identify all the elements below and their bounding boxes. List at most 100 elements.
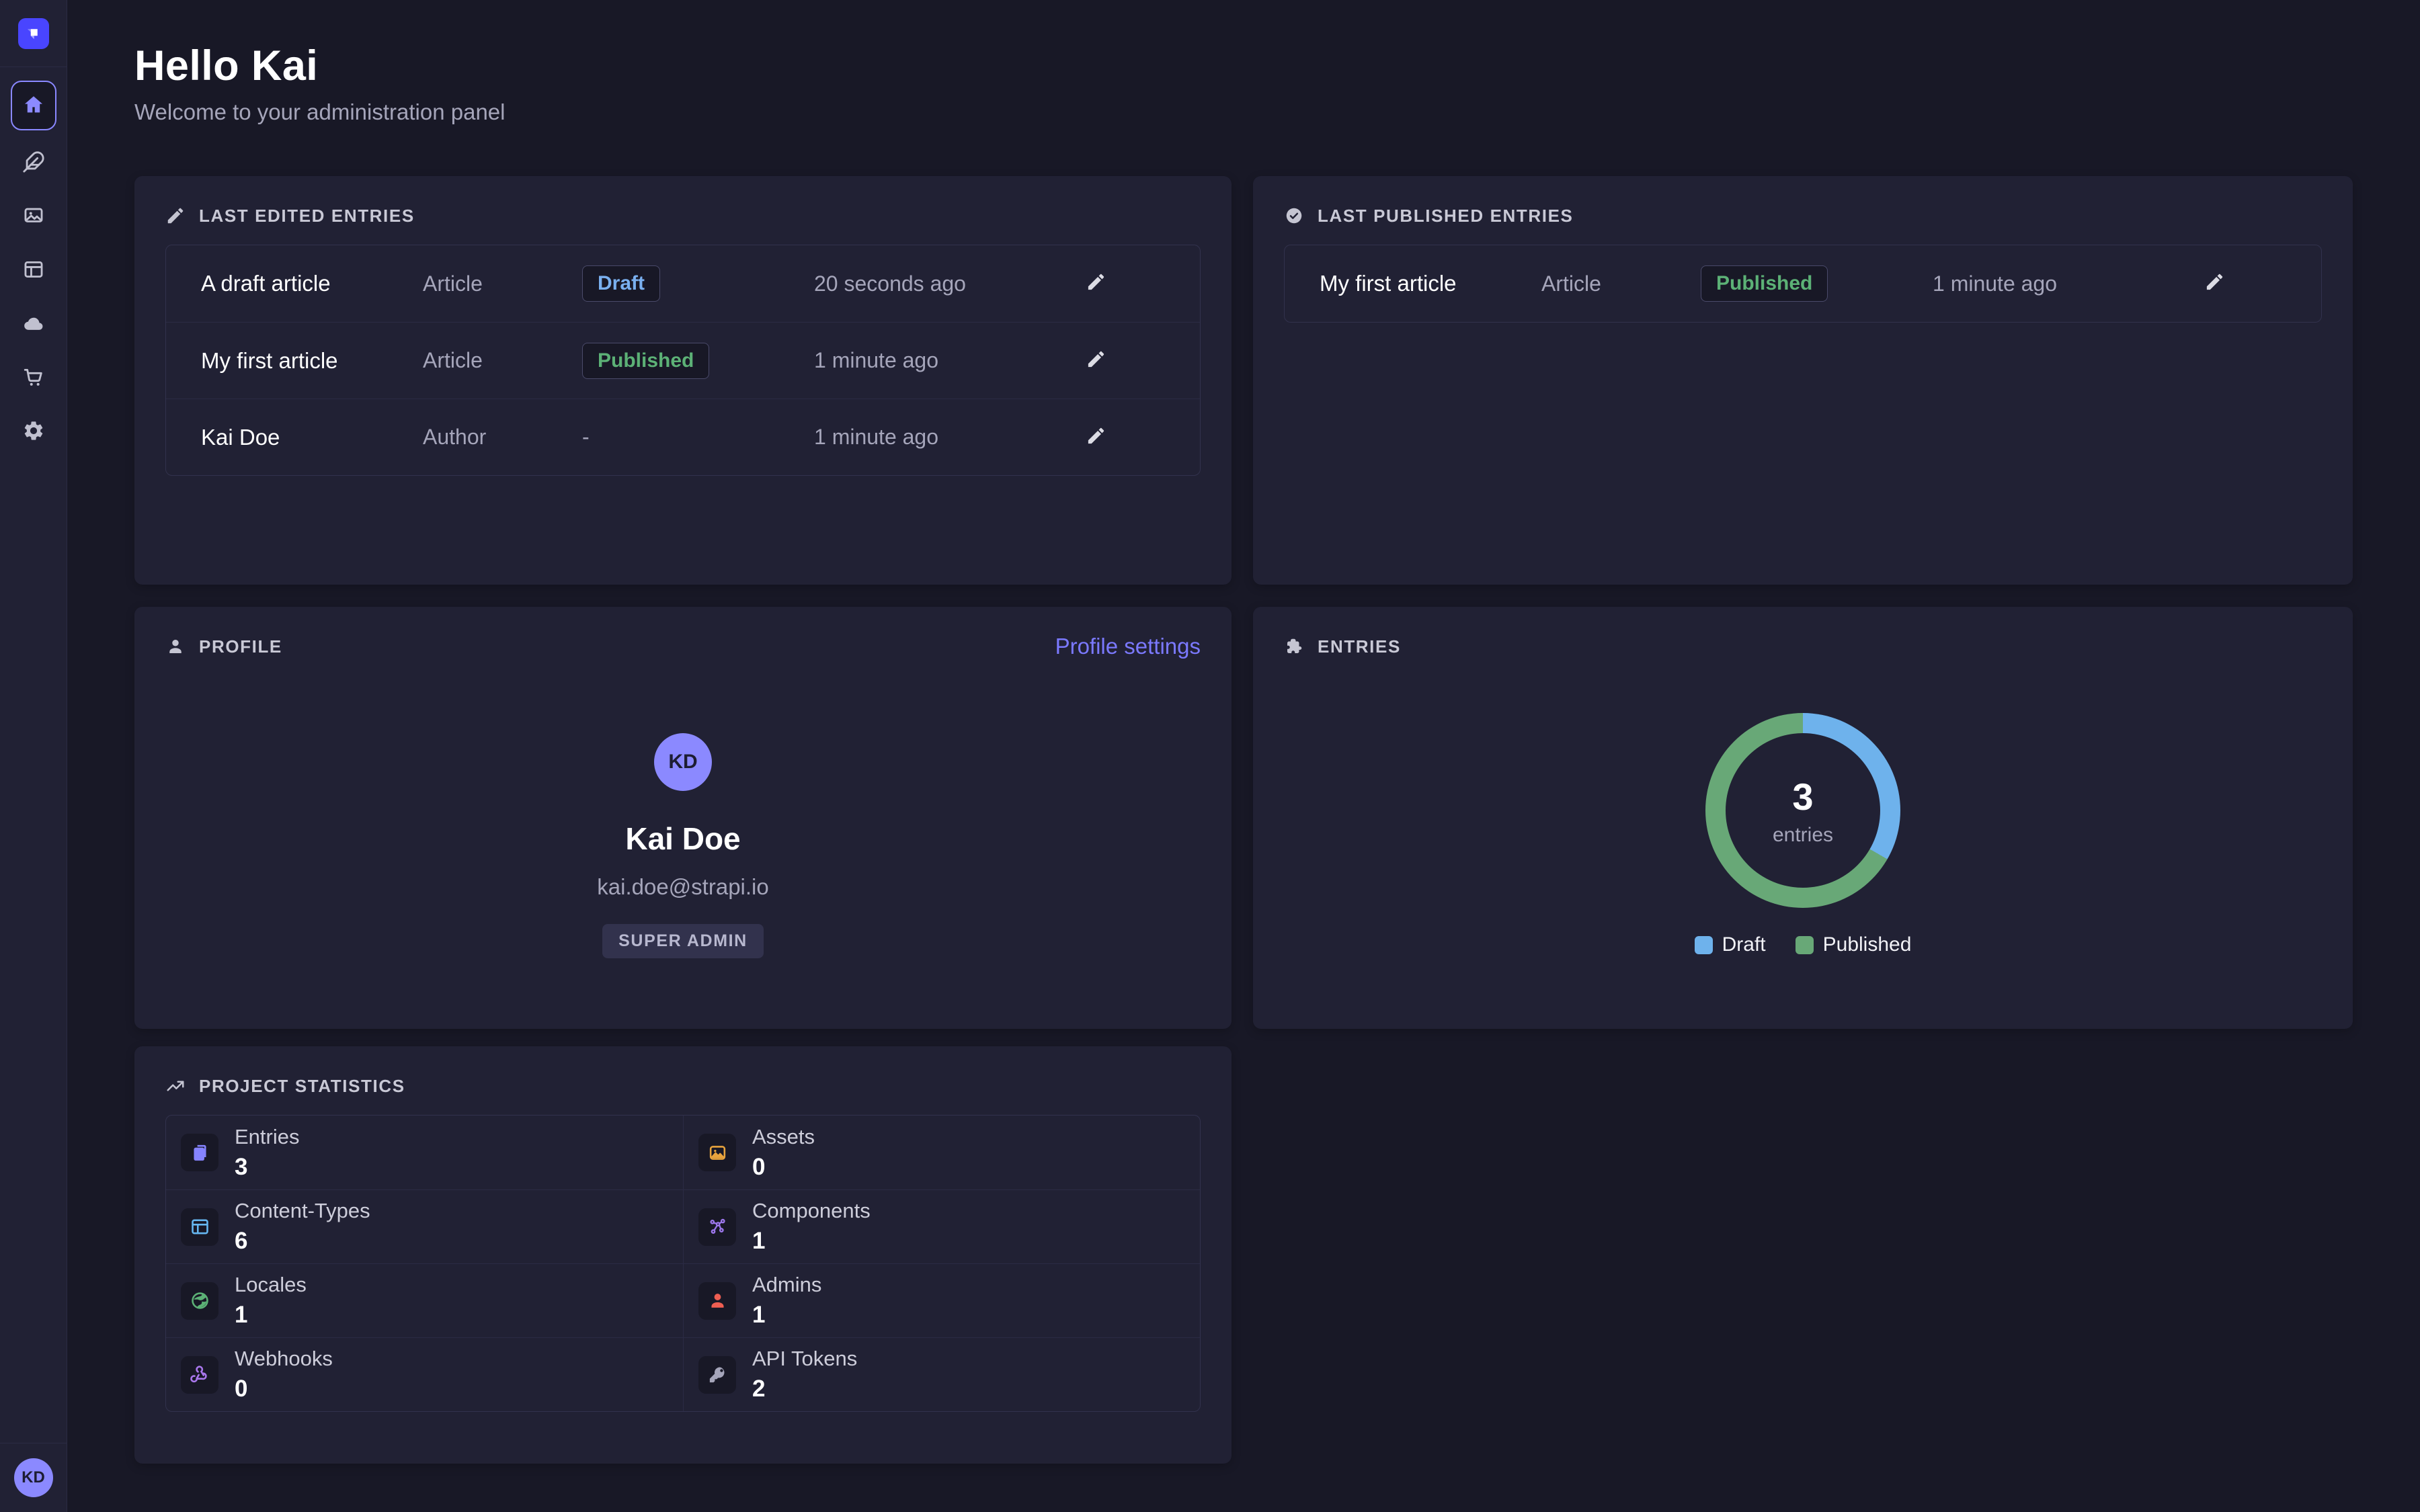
role-badge: SUPER ADMIN	[602, 924, 764, 958]
status-badge: Draft	[582, 265, 661, 302]
panel-title: PROJECT STATISTICS	[199, 1075, 405, 1096]
stat-item: Content-Types 6	[166, 1189, 683, 1263]
entry-row[interactable]: Kai Doe Author - 1 minute ago	[166, 398, 1200, 475]
stat-label: Entries	[235, 1124, 300, 1148]
last-published-table: My first article Article Published 1 min…	[1284, 245, 2322, 323]
panel-title: ENTRIES	[1318, 636, 1401, 657]
entry-name: My first article	[201, 347, 338, 373]
legend-item: Published	[1795, 933, 1911, 956]
nav-settings[interactable]	[11, 410, 56, 453]
panel-header: PROFILE Profile settings	[165, 634, 1201, 659]
stat-item: Webhooks 0	[166, 1337, 683, 1411]
pencil-icon	[165, 206, 186, 226]
legend-swatch	[1694, 935, 1713, 954]
trend-up-icon	[165, 1076, 186, 1096]
pencil-icon	[1086, 349, 1106, 372]
stat-label: Content-Types	[235, 1199, 370, 1222]
pages-icon	[181, 1134, 218, 1171]
entries-donut-chart: 3 entries	[1705, 713, 1900, 908]
workspace-logo-button[interactable]	[0, 0, 67, 67]
check-circle-icon	[1284, 206, 1304, 226]
pencil-icon	[1086, 425, 1106, 448]
layout-icon	[22, 258, 45, 283]
statistics-grid: Entries 3 Assets 0	[165, 1115, 1201, 1412]
entry-name: Kai Doe	[201, 424, 280, 450]
entry-type: Article	[423, 271, 483, 296]
stat-value: 1	[752, 1228, 766, 1254]
sidebar-footer: KD	[0, 1443, 67, 1512]
stat-item: Locales 1	[166, 1263, 683, 1337]
stat-value: 1	[235, 1302, 248, 1328]
entries-total-label: entries	[1772, 823, 1834, 846]
panel-header: ENTRIES	[1284, 635, 2322, 658]
entry-type: Article	[1541, 271, 1601, 296]
profile-body: KD Kai Doe kai.doe@strapi.io SUPER ADMIN	[165, 675, 1201, 958]
home-icon	[22, 93, 45, 118]
nav-deploy[interactable]	[11, 302, 56, 345]
entries-chart-body: 3 entries Draft	[1284, 675, 2322, 956]
stat-item: Assets 0	[683, 1116, 1200, 1189]
stat-value: 2	[752, 1376, 766, 1402]
entry-updated-time: 1 minute ago	[814, 348, 939, 372]
panel-header: LAST PUBLISHED ENTRIES	[1284, 204, 2322, 227]
project-statistics-panel: PROJECT STATISTICS Entries 3	[134, 1046, 1232, 1464]
panel-header: LAST EDITED ENTRIES	[165, 204, 1201, 227]
webhook-icon	[181, 1355, 218, 1394]
profile-avatar: KD	[654, 733, 712, 791]
edit-entry-button[interactable]	[2204, 271, 2225, 294]
stat-item: Admins 1	[683, 1263, 1200, 1337]
entry-updated-time: 1 minute ago	[814, 425, 939, 449]
entry-name: A draft article	[201, 271, 331, 296]
stat-label: Components	[752, 1199, 871, 1222]
stat-item: API Tokens 2	[683, 1337, 1200, 1411]
person-icon	[165, 636, 186, 657]
entry-updated-time: 1 minute ago	[1933, 271, 2058, 296]
profile-settings-link[interactable]: Profile settings	[1055, 634, 1201, 659]
last-edited-entries-panel: LAST EDITED ENTRIES A draft article Arti…	[134, 176, 1232, 585]
stat-value: 1	[752, 1302, 766, 1328]
stat-item: Components 1	[683, 1189, 1200, 1263]
status-badge: Published	[582, 342, 710, 379]
nav-home[interactable]	[10, 81, 56, 130]
entry-row[interactable]: My first article Article Published 1 min…	[166, 322, 1200, 398]
cloud-icon	[22, 312, 45, 337]
last-edited-table: A draft article Article Draft 20 seconds…	[165, 245, 1201, 476]
entry-row[interactable]: A draft article Article Draft 20 seconds…	[166, 245, 1200, 322]
entry-updated-time: 20 seconds ago	[814, 271, 966, 296]
layout-icon	[181, 1208, 218, 1246]
entries-total: 3	[1792, 775, 1814, 818]
stat-value: 0	[235, 1376, 248, 1402]
stat-value: 6	[235, 1228, 248, 1254]
nav-media-library[interactable]	[11, 195, 56, 238]
stat-label: Assets	[752, 1124, 815, 1148]
profile-panel: PROFILE Profile settings KD Kai Doe kai.…	[134, 607, 1232, 1029]
status-badge: -	[582, 425, 590, 449]
stat-item: Entries 3	[166, 1116, 683, 1189]
nav-content-type-builder[interactable]	[11, 249, 56, 292]
edit-entry-button[interactable]	[1086, 349, 1106, 372]
status-badge: Published	[1701, 265, 1828, 302]
stat-value: 0	[752, 1153, 766, 1180]
entry-row[interactable]: My first article Article Published 1 min…	[1285, 245, 2321, 322]
user-avatar[interactable]: KD	[13, 1458, 53, 1497]
stat-value: 3	[235, 1153, 248, 1180]
components-icon	[698, 1208, 736, 1246]
pencil-icon	[1086, 271, 1106, 294]
entry-type: Author	[423, 425, 487, 449]
nav-content-manager[interactable]	[11, 141, 56, 184]
key-icon	[698, 1355, 736, 1394]
stat-label: Admins	[752, 1273, 822, 1296]
legend-item: Draft	[1694, 933, 1766, 956]
page-title: Hello Kai	[134, 42, 319, 89]
pencil-icon	[2204, 271, 2225, 294]
stat-label: Webhooks	[235, 1347, 333, 1370]
stat-label: API Tokens	[752, 1347, 858, 1370]
nav-marketplace[interactable]	[11, 356, 56, 399]
main-content: Hello Kai Welcome to your administration…	[67, 0, 2420, 1512]
edit-entry-button[interactable]	[1086, 271, 1106, 294]
edit-entry-button[interactable]	[1086, 425, 1106, 448]
page-subtitle: Welcome to your administration panel	[134, 99, 506, 124]
legend-swatch	[1795, 935, 1814, 954]
user-icon	[698, 1282, 736, 1320]
